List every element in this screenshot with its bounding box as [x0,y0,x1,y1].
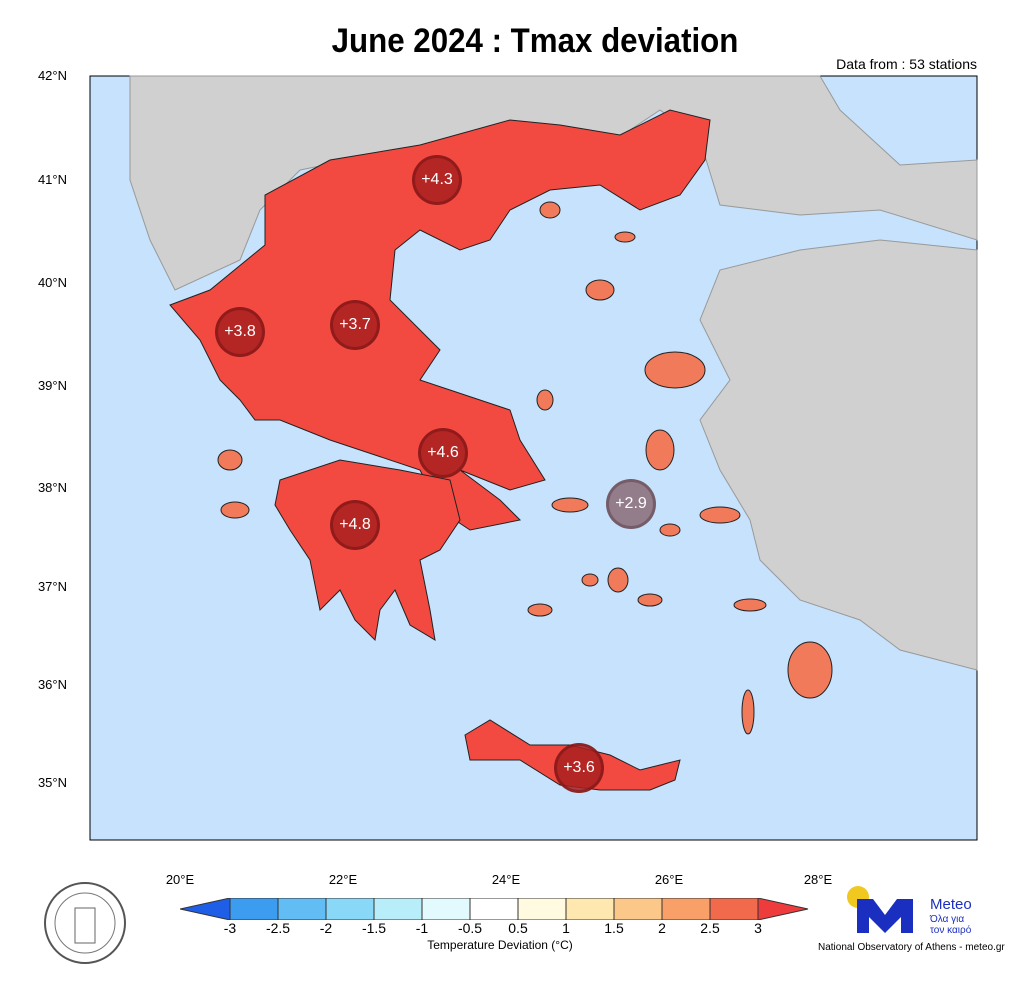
lon-label: 24°E [491,872,521,887]
colorbar-tick-label: -2 [319,920,333,936]
meteo-tagline: τον καιρό [930,925,972,936]
peloponnese [274,459,461,642]
lon-label: 22°E [328,872,358,887]
colorbar-tick-label: 1.5 [604,920,624,936]
lon-label: 28°E [803,872,833,887]
meteo-tagline: Όλα για [930,914,965,925]
colorbar-tick-label: -2.5 [265,920,291,936]
colorbar-bin [709,898,759,920]
turkey-land [699,239,978,671]
station-marker[interactable]: +4.8 [330,500,380,550]
greece-mainland [169,109,711,531]
lat-label: 41°N [37,172,67,187]
colorbar-bin [277,898,327,920]
lat-label: 38°N [37,480,67,495]
station-marker[interactable]: +3.8 [215,307,265,357]
colorbar-bin [325,898,375,920]
lat-label: 39°N [37,378,67,393]
colorbar-tick-label: -0.5 [457,920,483,936]
station-marker[interactable]: +3.6 [554,743,604,793]
colorbar-bin [421,898,471,920]
balkans-land [129,75,978,291]
lat-label: 37°N [37,579,67,594]
colorbar-bin [469,898,519,920]
lat-label: 42°N [37,68,67,83]
stations-count: Data from : 53 stations [836,56,977,72]
station-marker[interactable]: +3.7 [330,300,380,350]
station-marker[interactable]: +4.3 [412,155,462,205]
colorbar-tick-label: -1.5 [361,920,387,936]
colorbar-title: Temperature Deviation (°C) [427,938,573,952]
colorbar-tick-label: 1 [562,920,570,936]
lat-label: 36°N [37,677,67,692]
colorbar-bin [565,898,615,920]
meteo-logo-name: Meteo [930,896,972,913]
meteo-logo [847,886,913,933]
credit-text: National Observatory of Athens - meteo.g… [818,942,1005,953]
lon-label: 26°E [654,872,684,887]
observatory-seal-logo [44,882,126,964]
station-marker[interactable]: +4.6 [418,428,468,478]
colorbar-tick-label: 2.5 [700,920,720,936]
colorbar-arrow-high [757,898,809,920]
colorbar-bin [613,898,663,920]
colorbar-bin [229,898,279,920]
station-marker[interactable]: +2.9 [606,479,656,529]
lat-label: 40°N [37,275,67,290]
colorbar-bin [517,898,567,920]
colorbar [180,898,809,920]
map-title: June 2024 : Tmax deviation [331,22,739,60]
colorbar-tick-label: -1 [415,920,429,936]
colorbar-arrow-low [180,898,231,920]
colorbar-bin [661,898,711,920]
colorbar-tick-label: -3 [223,920,237,936]
colorbar-bin [373,898,423,920]
colorbar-tick-label: 0.5 [508,920,528,936]
colorbar-tick-label: 2 [658,920,666,936]
aegean-islands [217,201,833,735]
lon-label: 20°E [165,872,195,887]
lat-label: 35°N [37,775,67,790]
colorbar-tick-label: 3 [754,920,762,936]
